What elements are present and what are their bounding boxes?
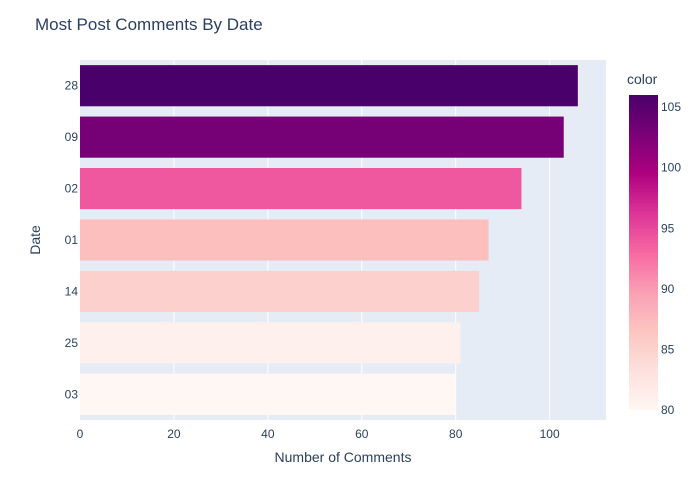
y-tick-label: 14 <box>65 284 79 298</box>
bars <box>80 65 578 415</box>
colorbar-gradient <box>629 95 658 410</box>
bar-25 <box>80 322 461 364</box>
y-tick-label: 01 <box>65 233 79 247</box>
x-tick-label: 80 <box>449 427 463 441</box>
bar-14 <box>80 270 480 312</box>
colorbar-tick-label: 105 <box>661 100 681 114</box>
chart-title: Most Post Comments By Date <box>35 15 263 34</box>
colorbar-tick-label: 90 <box>661 282 675 296</box>
y-tick-label: 25 <box>65 336 79 350</box>
y-axis-ticks: 28 09 02 01 14 25 03 <box>65 79 79 402</box>
x-axis-ticks: 0 20 40 60 80 100 <box>77 427 560 441</box>
colorbar-ticks: 80 85 90 95 100 105 <box>661 100 681 417</box>
x-tick-label: 20 <box>167 427 181 441</box>
colorbar-tick-label: 100 <box>661 161 681 175</box>
bar-03 <box>80 373 456 415</box>
colorbar-tick-label: 80 <box>661 403 675 417</box>
colorbar-tick-label: 85 <box>661 342 675 356</box>
colorbar-tick-label: 95 <box>661 221 675 235</box>
x-tick-label: 100 <box>540 427 560 441</box>
y-tick-label: 28 <box>65 79 79 93</box>
bar-28 <box>80 65 578 107</box>
y-tick-label: 09 <box>65 130 79 144</box>
y-tick-label: 03 <box>65 387 79 401</box>
bar-09 <box>80 116 564 158</box>
y-tick-label: 02 <box>65 182 79 196</box>
x-axis-title: Number of Comments <box>275 449 412 465</box>
colorbar: color 80 85 90 95 100 105 <box>627 71 681 417</box>
x-tick-label: 60 <box>355 427 369 441</box>
x-tick-label: 40 <box>261 427 275 441</box>
colorbar-title: color <box>627 71 658 87</box>
x-tick-label: 0 <box>77 427 84 441</box>
bar-02 <box>80 168 522 210</box>
y-axis-title: Date <box>27 225 43 255</box>
bar-01 <box>80 219 489 261</box>
